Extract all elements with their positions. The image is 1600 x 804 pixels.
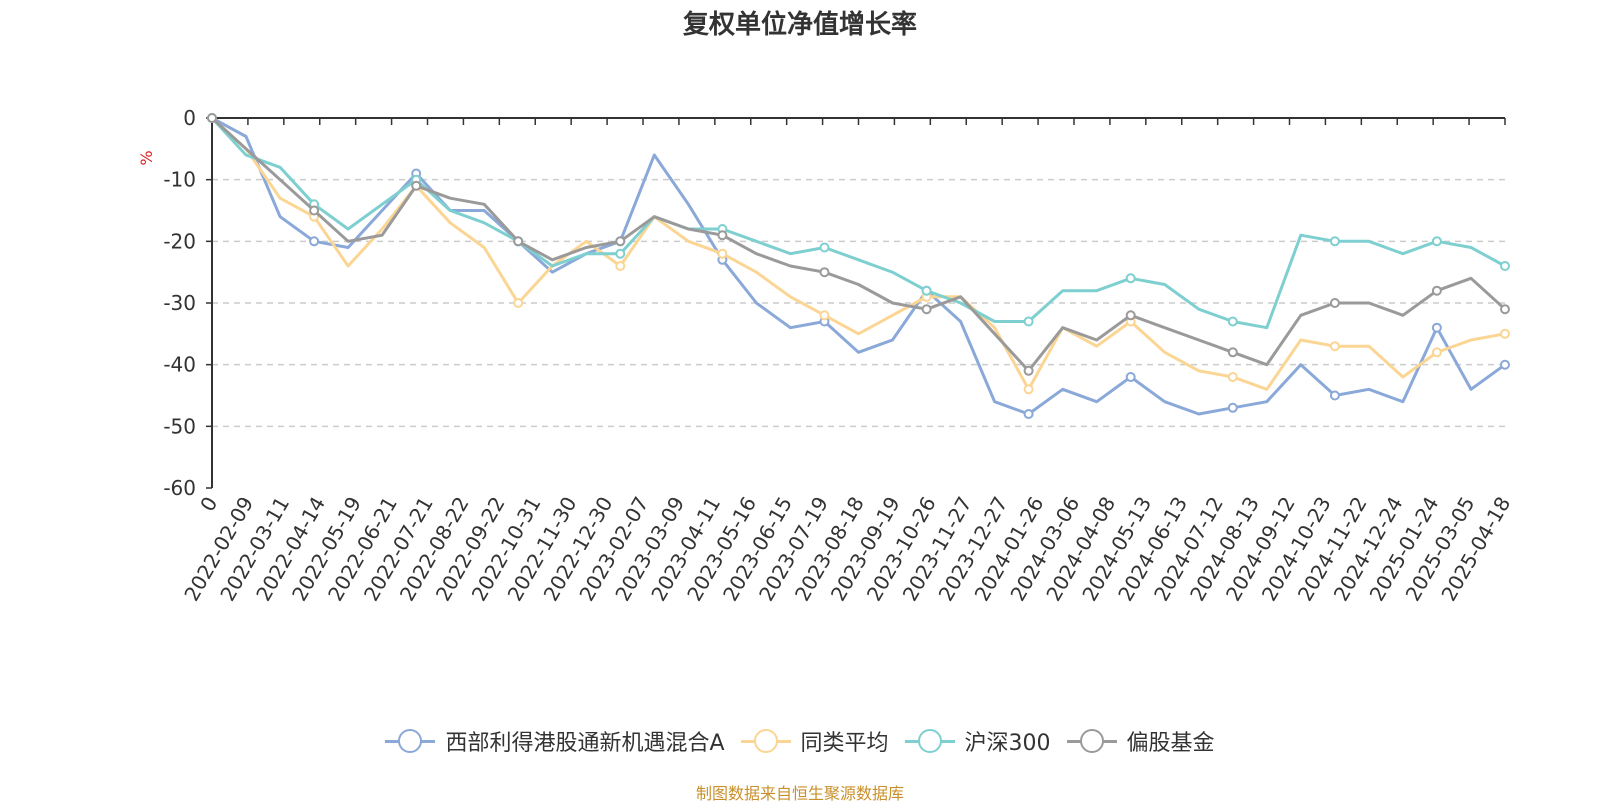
series-layer — [207, 113, 1510, 419]
series-point — [1431, 236, 1442, 247]
series-point — [615, 236, 626, 247]
y-tick-label: -60 — [163, 476, 196, 500]
series-point — [1431, 285, 1442, 296]
series-point — [1329, 236, 1340, 247]
series-point — [819, 267, 830, 278]
series-point — [1023, 384, 1034, 395]
legend-item[interactable]: 偏股基金 — [1066, 725, 1215, 757]
y-axis-label: % — [137, 150, 156, 165]
series-line — [210, 116, 1506, 330]
series-point — [1125, 372, 1136, 382]
series-3 — [207, 113, 1510, 376]
legend-label: 西部利得港股通新机遇混合A — [445, 731, 725, 756]
legend: 西部利得港股通新机遇混合A 同类平均 沪深300 偏股基金 — [0, 725, 1600, 757]
y-tick-label: -10 — [163, 168, 196, 192]
series-point — [1500, 328, 1510, 339]
series-point — [615, 248, 626, 259]
series-point — [717, 230, 728, 241]
series-point — [309, 205, 320, 216]
series-line — [211, 116, 1506, 416]
series-line — [210, 116, 1506, 391]
series-point — [615, 261, 626, 271]
series-1 — [207, 113, 1510, 395]
y-tick-label: 0 — [183, 106, 196, 130]
series-point — [1023, 316, 1034, 327]
series-2 — [207, 113, 1510, 330]
series-line — [210, 116, 1507, 373]
axis-layer: 0-10-20-30-40-50-6002022-02-092022-03-11… — [163, 106, 1515, 605]
series-point — [1431, 347, 1442, 358]
series-point — [1125, 310, 1136, 321]
legend-label: 同类平均 — [800, 731, 889, 756]
series-point — [1227, 347, 1238, 358]
series-point — [921, 285, 932, 296]
series-point — [513, 298, 524, 308]
series-point — [309, 236, 320, 247]
series-point — [1227, 372, 1238, 382]
legend-label: 偏股基金 — [1126, 731, 1215, 756]
y-tick-label: -40 — [163, 353, 196, 377]
series-point — [1329, 390, 1340, 401]
x-tick-label: 0 — [195, 493, 222, 516]
series-point — [1500, 359, 1510, 370]
series-point — [1500, 261, 1510, 271]
legend-swatch — [904, 729, 955, 753]
series-point — [1227, 402, 1238, 413]
series-point — [1329, 341, 1340, 352]
source-footnote: 制图数据来自恒生聚源数据库 — [695, 784, 904, 803]
series-point — [513, 236, 524, 247]
grid-layer — [212, 178, 1505, 428]
series-point — [411, 180, 422, 191]
legend-item[interactable]: 沪深300 — [904, 725, 1051, 757]
y-tick-label: -30 — [163, 291, 196, 315]
legend-swatch — [1066, 729, 1117, 753]
series-point — [1125, 273, 1136, 284]
series-point — [717, 248, 728, 259]
series-point — [1227, 316, 1238, 327]
y-tick-label: -20 — [163, 229, 196, 253]
series-point — [1023, 365, 1034, 376]
series-point — [1500, 304, 1510, 315]
legend-item[interactable]: 西部利得港股通新机遇混合A — [385, 725, 725, 757]
series-point — [1023, 409, 1034, 419]
series-point — [207, 113, 217, 123]
chart-title: 复权单位净值增长率 — [682, 10, 917, 40]
legend-swatch — [385, 729, 436, 753]
series-point — [1431, 322, 1442, 333]
series-point — [819, 242, 830, 253]
legend-item[interactable]: 同类平均 — [740, 725, 889, 757]
series-point — [1329, 298, 1340, 308]
series-0 — [207, 113, 1510, 419]
legend-swatch — [740, 729, 791, 753]
y-tick-label: -50 — [163, 414, 196, 438]
series-point — [921, 304, 932, 315]
series-point — [819, 310, 830, 321]
legend-label: 沪深300 — [964, 731, 1051, 756]
